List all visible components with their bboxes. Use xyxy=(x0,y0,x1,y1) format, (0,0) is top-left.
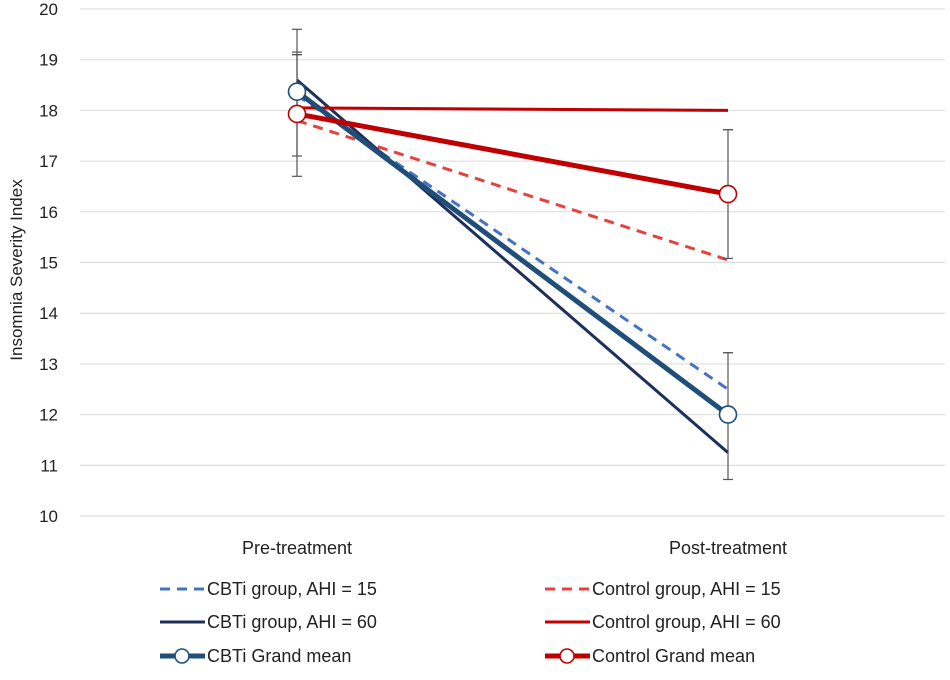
legend-label-cbtiGM: CBTi Grand mean xyxy=(207,646,351,666)
y-tick-label: 13 xyxy=(39,355,58,374)
legend-label-ctrlGM: Control Grand mean xyxy=(592,646,755,666)
gridlines xyxy=(80,8,945,517)
y-tick-label: 12 xyxy=(39,406,58,425)
x-tick-label: Pre-treatment xyxy=(242,538,352,558)
y-tick-label: 15 xyxy=(39,254,58,273)
data-point-ctrlGM xyxy=(287,104,307,124)
series-line-ctrl60 xyxy=(296,106,729,112)
legend-label-cbti60: CBTi group, AHI = 60 xyxy=(207,612,377,632)
series-line-ctrlGM xyxy=(296,111,729,197)
y-tick-label: 14 xyxy=(39,304,58,323)
x-tick-label: Post-treatment xyxy=(669,538,787,558)
data-point-cbtiGM xyxy=(718,405,738,424)
legend: CBTi group, AHI = 15 Control group, AHI =… xyxy=(160,579,781,666)
y-tick-label: 17 xyxy=(39,152,58,171)
y-tick-label: 18 xyxy=(39,101,58,120)
y-axis-ticks: 10 11 12 13 14 15 16 17 18 19 20 xyxy=(39,0,58,526)
markers xyxy=(287,82,738,424)
legend-marker-ctrlGM xyxy=(559,648,575,664)
legend-label-ctrl60: Control group, AHI = 60 xyxy=(592,612,781,632)
x-axis-ticks: Pre-treatment Post-treatment xyxy=(242,538,787,558)
y-tick-label: 16 xyxy=(39,203,58,222)
series-group xyxy=(295,78,730,454)
y-tick-label: 19 xyxy=(39,51,58,70)
y-tick-label: 11 xyxy=(40,456,58,475)
data-point-ctrlGM xyxy=(718,184,738,204)
legend-label-ctrl15: Control group, AHI = 15 xyxy=(592,579,781,599)
series-line-cbti60 xyxy=(296,78,729,454)
series-line-cbtiGM xyxy=(295,89,730,417)
y-tick-label: 10 xyxy=(39,507,58,526)
y-tick-label: 20 xyxy=(39,0,58,19)
data-point-cbtiGM xyxy=(287,82,307,101)
legend-label-cbti15: CBTi group, AHI = 15 xyxy=(207,579,377,599)
legend-marker-cbtiGM xyxy=(174,648,190,664)
y-axis-label: Insomnia Severity Index xyxy=(7,179,26,361)
